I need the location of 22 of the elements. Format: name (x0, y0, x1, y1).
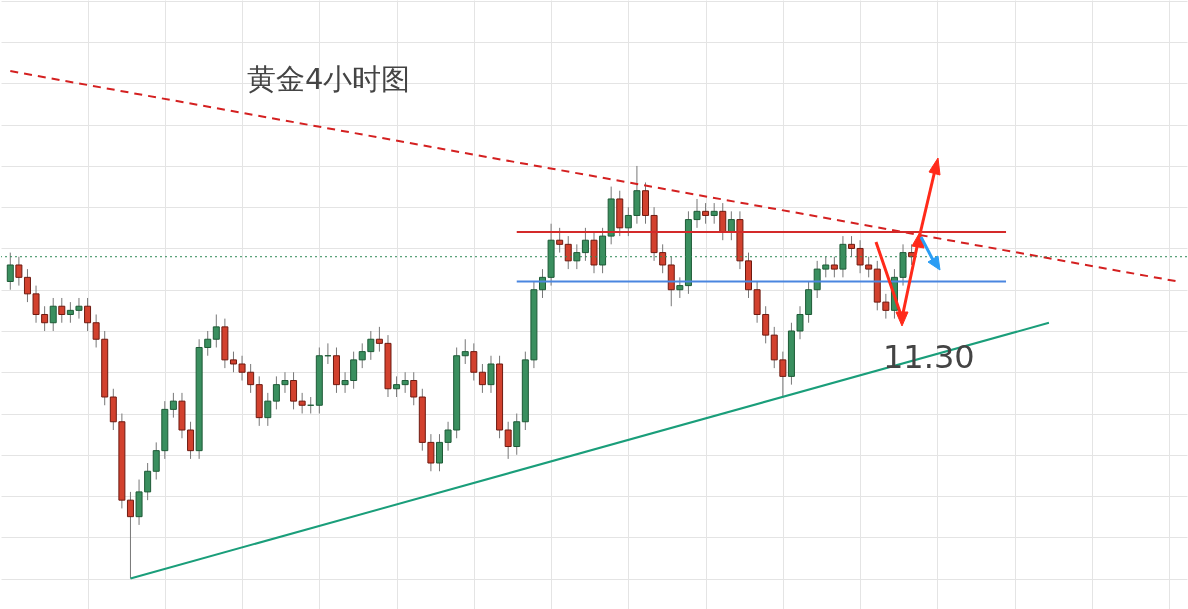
candlestick (710, 202, 718, 225)
candlestick (556, 227, 564, 254)
candlestick (461, 338, 469, 365)
candlestick (727, 210, 735, 241)
chart-title: 黄金4小时图 (247, 62, 411, 96)
candlestick (487, 355, 495, 394)
candlestick (264, 392, 272, 427)
candlestick (504, 421, 512, 460)
candlestick (58, 297, 66, 324)
candlestick (401, 371, 409, 394)
candlestick (830, 256, 838, 278)
candlestick (702, 202, 710, 225)
candlestick (169, 392, 177, 419)
candlestick (564, 235, 572, 270)
candlestick (393, 375, 401, 398)
candlestick (212, 313, 220, 348)
candlestick (719, 202, 727, 241)
candlestick (470, 342, 478, 381)
candlestick (676, 276, 684, 299)
candlestick (478, 363, 486, 394)
candlestick (49, 297, 57, 332)
candlestick (410, 371, 418, 406)
